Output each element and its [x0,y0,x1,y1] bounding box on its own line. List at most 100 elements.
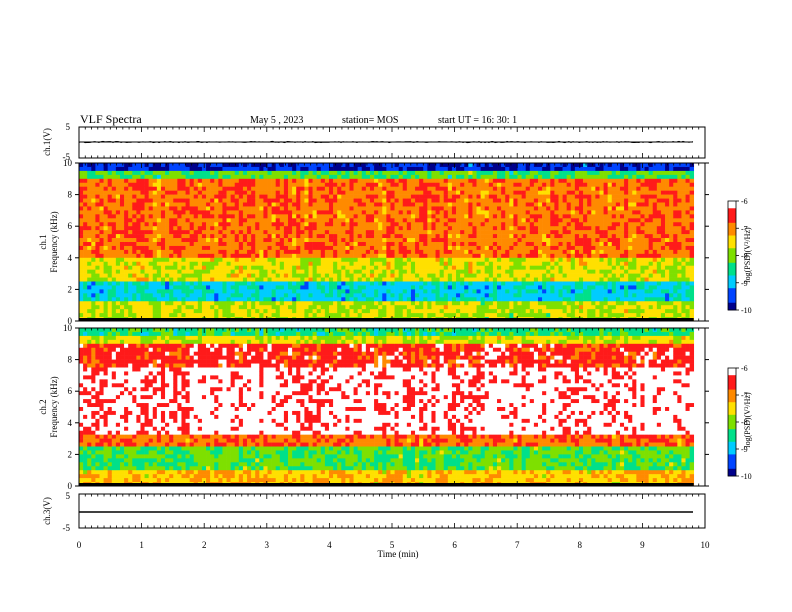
ch1-spec-cell [169,289,174,294]
ch1-spec-cell [201,218,207,223]
ch1-spec-cell [415,265,420,270]
ch1-spec-cell [357,186,363,191]
ch1-spec-cell [304,178,309,184]
ch1-spec-cell [124,170,129,176]
ch1-spec-cell [509,301,514,306]
ch1-spec-cell [333,297,338,302]
ch1-spec-cell [583,222,588,227]
ch1-spec-cell [271,281,277,286]
ch1-spec-cell [525,273,531,278]
ch1-spec-cell [558,313,563,318]
ch1-spec-cell [464,261,469,266]
ch1-spec-cell [447,289,453,294]
ch1-spec-cell [513,166,518,172]
ch1-spec-cell [460,182,465,187]
ch1-spec-cell [570,234,576,239]
ch1-spec-cell [210,202,215,207]
ch1-spec-cell [480,281,486,286]
ch1-spec-cell [304,269,309,274]
ch1-spec-cell [152,277,158,282]
ch1-spec-cell [558,170,563,176]
ch1-spec-cell [296,249,301,255]
ch1-spec-cell [279,218,285,223]
ch1-spec-cell [406,257,412,263]
ch1-spec-cell [443,305,449,310]
ch1-spec-cell [214,273,219,278]
ch1-spec-cell [312,230,317,235]
ch1-spec-cell [427,166,432,172]
ch1-spec-cell [259,273,264,278]
ch1-spec-cell [501,245,506,251]
ch1-spec-cell [210,234,215,239]
ch1-spec-cell [435,301,440,306]
ch1-spec-cell [542,289,547,294]
ch1-spec-cell [525,305,531,310]
ch1-spec-cell [447,182,453,187]
ch1-spec-cell [230,230,236,235]
ch1-spec-cell [99,198,104,203]
ch1-spec-cell [160,230,166,235]
ch1-spec-cell [386,234,391,239]
ch1-spec-cell [431,253,436,259]
ch1-spec-cell [304,194,309,199]
ch1-spec-cell [206,238,211,243]
ch1-spec-cell [546,194,551,199]
ch1-spec-cell [160,214,166,219]
ch1-spec-cell [214,174,219,180]
ch1-spec-cell [255,182,260,187]
ch1-spec-cell [173,190,178,195]
ch1-spec-cell [558,269,563,274]
ch1-spec-cell [390,257,395,263]
ch1-spec-cell [312,194,317,199]
ch1-spec-cell [136,214,141,219]
ch1-spec-cell [222,297,227,302]
ch1-spec-cell [566,313,572,318]
ch1-spec-cell [337,301,342,306]
ch1-spec-cell [169,198,174,203]
ch1-spec-cell [169,293,174,298]
ch1-spec-cell [447,163,453,168]
ch1-spec-cell [210,289,215,294]
ch1-spec-cell [128,293,133,298]
ch1-spec-cell [390,226,395,231]
ch1-spec-cell [427,214,432,219]
ch1-spec-cell [558,194,563,199]
ch1-spec-cell [464,297,469,302]
ch1-spec-cell [357,293,363,298]
ch1-spec-cell [324,245,330,251]
ch1-spec-cell [447,226,453,231]
ch1-spec-cell [99,202,104,207]
ch1-spec-cell [390,178,395,184]
ch1-spec-cell [206,163,211,168]
ch1-spec-cell [316,277,322,282]
ch1-spec-cell [464,170,469,176]
ch1-spec-cell [308,249,313,255]
ch1-spec-cell [292,206,297,211]
ch1-spec-cell [521,269,527,274]
ch1-spec-cell [472,265,477,270]
ch1-spec-cell [394,257,399,263]
ch1-spec-cell [136,289,141,294]
ch1-spec-cell [296,253,301,259]
ch1-spec-cell [415,210,420,215]
ch1-spec-cell [173,281,178,286]
ch1-spec-cell [115,305,121,310]
ch1-spec-cell [324,198,330,203]
ch1-spec-cell [124,242,129,247]
ch1-spec-cell [201,202,207,207]
ch1-spec-cell [140,214,145,219]
ch1-spec-cell [578,234,584,239]
ch1-spec-cell [574,186,580,191]
ch1-spec-cell [554,210,559,215]
ch1-spec-cell [201,249,207,255]
ch1-spec-cell [410,210,416,215]
ch1-spec-cell [333,182,338,187]
ch1-spec-cell [242,226,248,231]
ch1-spec-cell [378,249,383,255]
ch1-spec-cell [517,253,522,259]
ch1-spec-cell [230,182,236,187]
ch1-spec-cell [316,206,322,211]
ch1-spec-cell [304,182,309,187]
ch1-spec-cell [107,281,113,286]
ch1-spec-cell [333,206,338,211]
